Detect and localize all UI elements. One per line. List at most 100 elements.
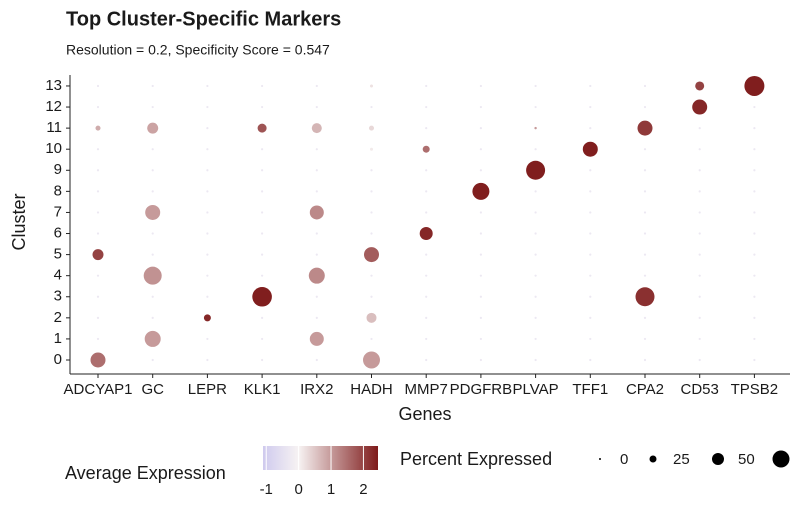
dot	[753, 316, 756, 319]
dot	[589, 316, 592, 319]
dot	[425, 105, 428, 109]
x-tick-label: PDGFRB	[450, 381, 513, 398]
dot	[635, 287, 655, 307]
dot	[643, 169, 647, 172]
dot	[425, 127, 428, 130]
x-tick-label: HADH	[350, 381, 393, 398]
dot	[589, 211, 592, 214]
dot	[369, 125, 374, 131]
size-key	[599, 458, 601, 460]
color-bar	[263, 446, 378, 470]
dot	[534, 211, 537, 214]
dot	[479, 295, 482, 298]
dot	[309, 205, 324, 220]
dot	[425, 295, 428, 298]
dot	[151, 105, 154, 109]
dot	[534, 316, 537, 319]
dot	[309, 331, 324, 346]
dot	[151, 169, 154, 172]
dot	[206, 148, 209, 151]
dot	[643, 105, 647, 109]
dot	[589, 190, 592, 193]
dot	[479, 274, 482, 277]
dot	[315, 253, 318, 256]
y-tick-label: 6	[54, 224, 62, 241]
dot	[698, 232, 701, 235]
dot	[261, 169, 264, 172]
dot	[753, 190, 756, 193]
dot	[425, 337, 428, 341]
dot	[425, 169, 428, 172]
dot	[315, 295, 318, 298]
dot	[151, 190, 154, 193]
color-legend-title: Average Expression	[65, 463, 226, 483]
dot	[643, 190, 647, 193]
dot	[370, 232, 373, 235]
dot	[151, 316, 154, 319]
x-tick-label: IRX2	[300, 381, 333, 398]
y-tick-label: 3	[54, 288, 62, 305]
dot	[261, 190, 264, 193]
dot	[643, 148, 647, 151]
dot	[311, 123, 322, 134]
y-tick-label: 10	[45, 140, 62, 157]
color-tick-label: 1	[327, 481, 335, 498]
dot	[90, 352, 106, 368]
dot	[643, 337, 647, 341]
dot	[534, 84, 537, 88]
x-tick-label: CPA2	[626, 381, 664, 398]
x-axis-title: Genes	[398, 404, 451, 424]
dot	[425, 274, 428, 277]
dot	[695, 81, 705, 91]
dot	[206, 358, 209, 362]
dot	[96, 274, 100, 277]
dot	[425, 358, 428, 362]
color-tick-label: 2	[359, 481, 367, 498]
x-tick-label: TPSB2	[731, 381, 779, 398]
dot	[370, 190, 373, 193]
size-key-label: 0	[620, 451, 628, 468]
dot	[151, 232, 154, 235]
dot	[206, 232, 209, 235]
dot	[96, 105, 100, 109]
y-tick-label: 11	[46, 119, 62, 136]
dot	[589, 358, 592, 362]
dot	[479, 84, 482, 88]
size-key-label: 50	[738, 451, 755, 468]
size-key	[649, 455, 657, 463]
dot	[206, 295, 209, 298]
color-tick-label: 0	[294, 481, 302, 498]
dot	[143, 266, 162, 285]
dot	[144, 330, 161, 347]
dot	[261, 148, 264, 151]
dot	[96, 232, 100, 235]
dot	[206, 169, 209, 172]
dot	[534, 253, 537, 256]
dot	[753, 295, 756, 298]
x-tick-label: MMP7	[405, 381, 448, 398]
dot	[589, 169, 592, 172]
dot	[96, 148, 100, 151]
dot	[96, 84, 100, 88]
dot	[261, 358, 264, 362]
x-tick-label: LEPR	[188, 381, 227, 398]
dot	[753, 148, 756, 151]
x-tick-label: TFF1	[572, 381, 608, 398]
dot	[370, 84, 373, 88]
dot	[370, 147, 373, 151]
y-tick-label: 4	[54, 267, 62, 284]
dot	[753, 274, 756, 277]
dot	[206, 274, 209, 277]
dot	[315, 148, 318, 151]
dot	[698, 337, 701, 341]
dot	[534, 358, 537, 362]
dot	[96, 169, 100, 172]
size-key	[772, 450, 790, 468]
dot	[479, 232, 482, 235]
dot	[206, 105, 209, 109]
dot	[643, 274, 647, 277]
dot	[643, 232, 647, 235]
dot	[370, 337, 373, 341]
dot	[534, 190, 537, 193]
dot	[425, 316, 428, 319]
